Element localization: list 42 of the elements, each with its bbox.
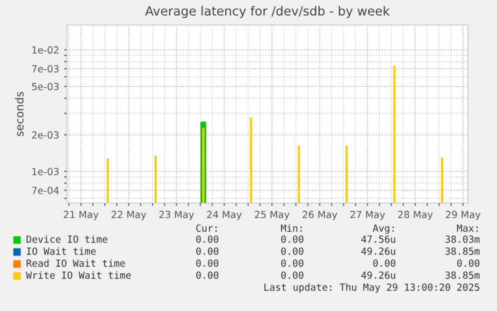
chart-title: Average latency for /dev/sdb - by week: [145, 6, 390, 18]
text: Last update: Thu May 29 13:00:20 2025: [264, 283, 480, 293]
y-tick-label: 5e-03: [32, 82, 59, 90]
y-tick-label: 1e-02: [32, 46, 58, 54]
text: 0.00: [281, 259, 304, 267]
text: 0.00: [196, 259, 218, 267]
y-axis-title: seconds: [15, 92, 24, 136]
x-tick-label: 22 May: [112, 210, 146, 220]
x-tick-label: 21 May: [64, 210, 98, 220]
text: Avg:: [372, 224, 394, 234]
x-tick-label: 29 May: [446, 210, 481, 220]
text: 49.26u: [361, 271, 396, 279]
text: 38.85m: [446, 247, 480, 255]
y-tick-label: 7e-04: [32, 186, 59, 194]
x-tick-label: 26 May: [302, 210, 338, 220]
text: Min:: [280, 224, 302, 232]
y-tick-label: 2e-03: [32, 131, 59, 139]
text: Max:: [456, 224, 478, 232]
x-tick-label: 28 May: [398, 210, 433, 220]
y-tick-label: 7e-03: [32, 65, 59, 72]
y-tick-label: 1e-03: [32, 168, 59, 176]
text: 49.26u: [361, 247, 396, 255]
text: 0.00: [281, 271, 304, 279]
text: Cur:: [196, 224, 217, 232]
text: 0.00: [281, 235, 304, 243]
x-tick-label: 25 May: [254, 210, 290, 220]
text: 0.00: [196, 271, 218, 279]
text: 38.03m: [446, 235, 480, 243]
legend-label: Write IO Wait time: [26, 271, 131, 279]
text: 0.00: [281, 247, 304, 255]
legend-label: IO Wait time: [26, 247, 96, 255]
x-tick-label: 24 May: [207, 210, 242, 220]
text: 0.00: [457, 259, 480, 267]
text: 0.00: [373, 259, 396, 267]
text: 47.56u: [361, 235, 396, 243]
legend-label: Read IO Wait time: [26, 259, 125, 267]
x-tick-label: 23 May: [159, 210, 194, 220]
x-tick-label: 27 May: [350, 210, 385, 220]
legend-label: Device IO time: [26, 235, 108, 243]
text: 0.00: [196, 235, 218, 243]
text: 38.85m: [446, 271, 480, 279]
text: 0.00: [196, 247, 218, 255]
